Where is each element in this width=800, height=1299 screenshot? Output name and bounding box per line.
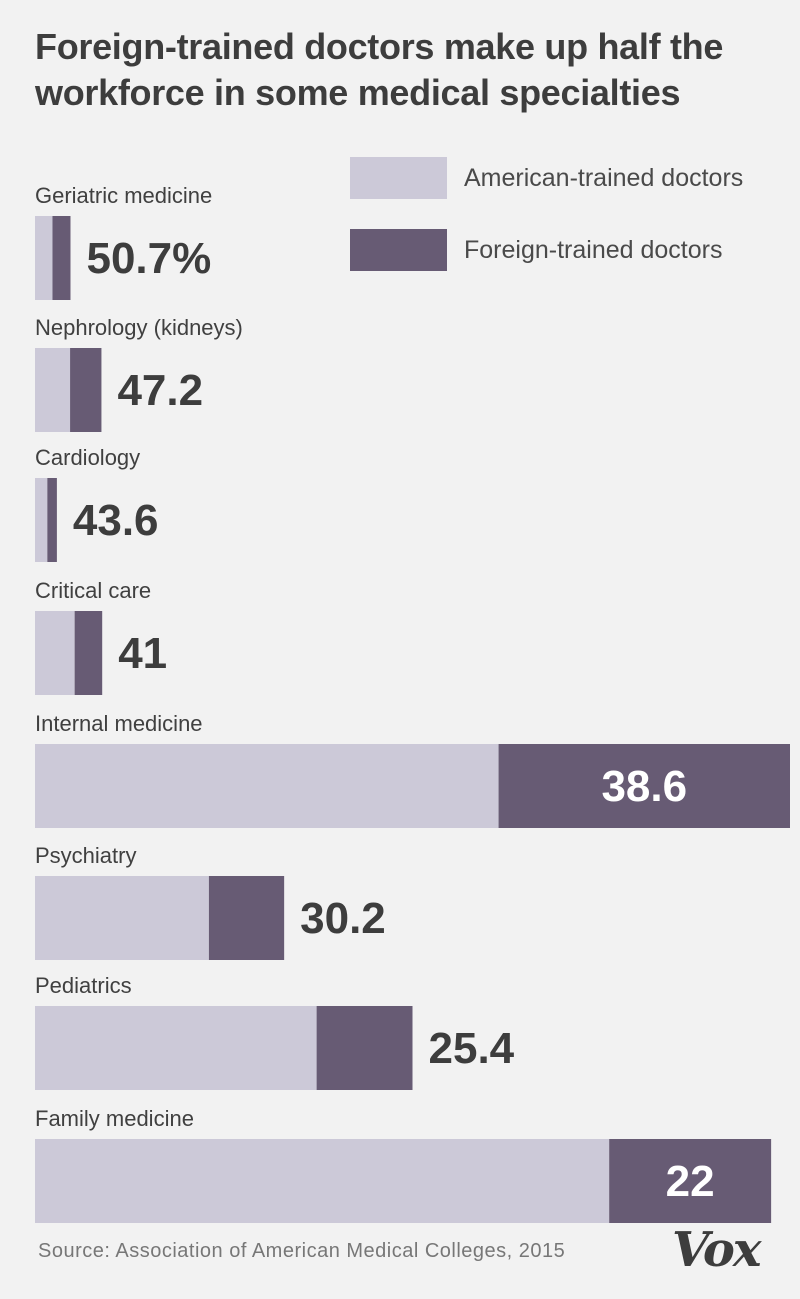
category-label: Nephrology (kidneys) (35, 315, 243, 340)
bar-foreign (52, 216, 71, 300)
category-label: Geriatric medicine (35, 183, 212, 208)
legend-label-foreign: Foreign-trained doctors (464, 236, 723, 264)
value-label: 50.7% (86, 234, 211, 283)
category-label: Psychiatry (35, 843, 136, 868)
bar-american (35, 744, 499, 828)
category-label: Family medicine (35, 1106, 194, 1131)
bar-foreign (609, 1139, 772, 1223)
value-label: 41 (118, 629, 167, 678)
value-label: 43.6 (73, 496, 159, 545)
bar-american (35, 611, 75, 695)
bar-american (35, 876, 209, 960)
bar-foreign (498, 744, 790, 828)
bar-foreign (316, 1006, 413, 1090)
bar-foreign (47, 478, 57, 562)
value-label: 25.4 (429, 1024, 515, 1073)
legend-swatch-american (350, 157, 447, 199)
bar-american (35, 1139, 610, 1223)
value-label: 22 (666, 1157, 715, 1206)
bar-foreign (70, 348, 102, 432)
bar-american (35, 478, 48, 562)
chart-title: Foreign-trained doctors make up half the… (35, 26, 724, 113)
value-label: 38.6 (601, 762, 687, 811)
category-label: Critical care (35, 578, 151, 603)
bar-american (35, 1006, 317, 1090)
bar-american (35, 348, 71, 432)
category-label: Internal medicine (35, 711, 203, 736)
value-label: 30.2 (300, 894, 386, 943)
category-label: Cardiology (35, 445, 140, 470)
legend-label-american: American-trained doctors (464, 164, 744, 192)
value-label: 47.2 (117, 366, 203, 415)
source-note: Source: Association of American Medical … (38, 1240, 566, 1262)
bar-foreign (74, 611, 103, 695)
bar-foreign (208, 876, 285, 960)
category-label: Pediatrics (35, 973, 132, 998)
bar-american (35, 216, 53, 300)
vox-logo: Vox (672, 1222, 761, 1278)
legend-swatch-foreign (350, 229, 447, 271)
